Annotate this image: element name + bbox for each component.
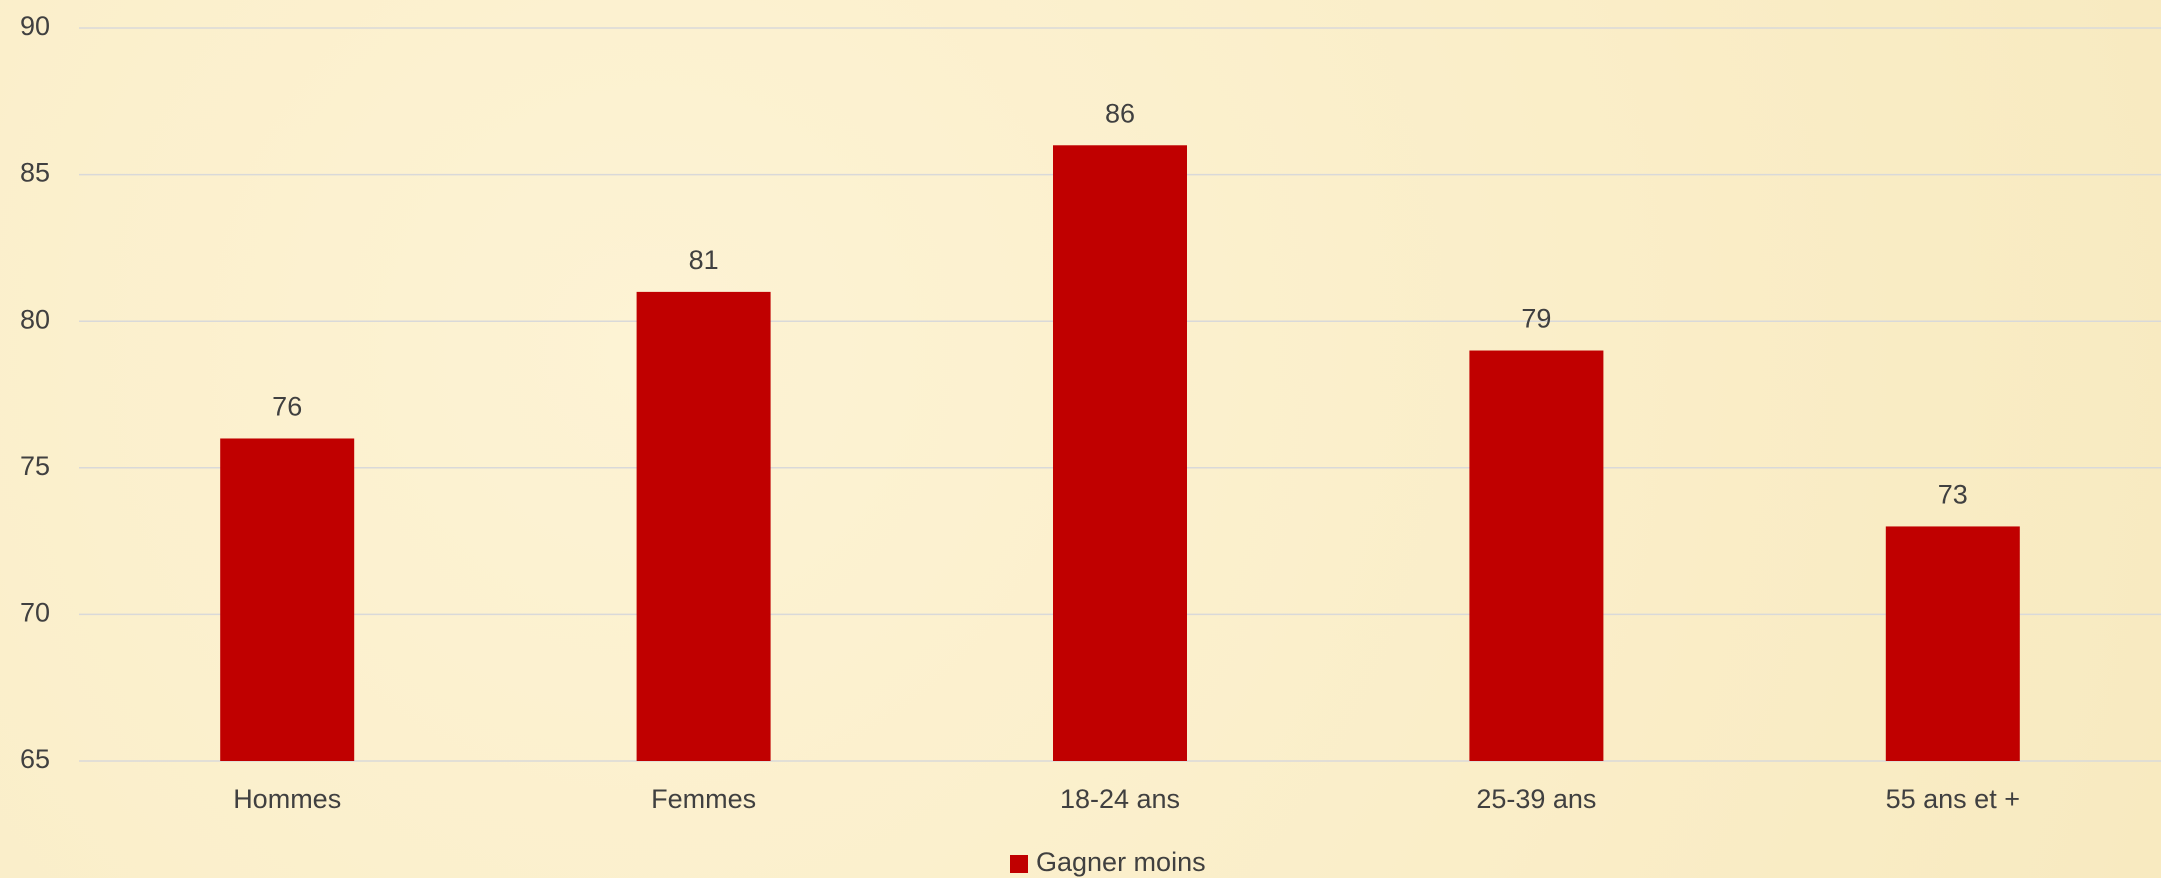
legend-label: Gagner moins (1036, 847, 1206, 877)
bar (1469, 350, 1604, 761)
data-label: 76 (272, 392, 302, 422)
legend-swatch (1010, 855, 1028, 873)
data-label: 81 (689, 245, 719, 275)
x-tick-label: 55 ans et + (1886, 784, 2020, 814)
bar (220, 438, 355, 761)
y-tick-label: 65 (20, 744, 50, 774)
x-tick-label: Femmes (651, 784, 756, 814)
x-tick-label: Hommes (233, 784, 341, 814)
x-tick-label: 18-24 ans (1060, 784, 1180, 814)
data-label: 73 (1938, 480, 1968, 510)
data-label: 86 (1105, 98, 1135, 128)
bar (1053, 145, 1187, 761)
x-tick-label: 25-39 ans (1476, 784, 1596, 814)
bar (636, 291, 771, 761)
y-tick-label: 70 (20, 598, 50, 628)
data-label: 79 (1521, 304, 1551, 334)
y-tick-label: 80 (20, 304, 50, 334)
y-tick-label: 90 (20, 11, 50, 41)
bar (1885, 526, 2020, 761)
y-tick-label: 85 (20, 158, 50, 188)
y-tick-label: 75 (20, 451, 50, 481)
